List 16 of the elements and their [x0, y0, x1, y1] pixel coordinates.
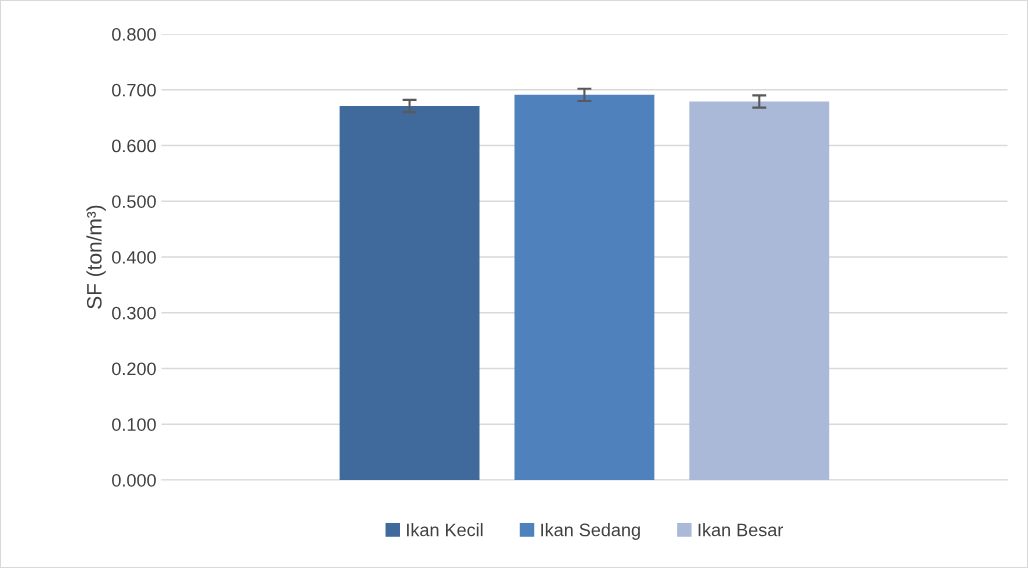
bar [514, 94, 655, 480]
bar [689, 101, 830, 480]
y-tick-label: 0.200 [112, 362, 156, 376]
y-axis-title: SF (ton/m³) [86, 205, 106, 309]
legend-label: Ikan Sedang [541, 523, 640, 540]
y-tick-label: 0.500 [112, 195, 156, 209]
y-tick-label: 0.800 [112, 28, 156, 41]
y-tick-label: 0.600 [112, 139, 156, 153]
y-tick-label: 0.700 [112, 83, 156, 97]
y-tick-label: 0.400 [112, 250, 156, 264]
bar [339, 105, 480, 480]
y-tick-label: 0.300 [112, 306, 156, 320]
legend-label: Ikan Kecil [407, 523, 483, 537]
y-tick-label: 0.000 [112, 473, 156, 487]
legend-label: Ikan Besar [698, 523, 784, 537]
y-tick-label: 0.100 [112, 418, 156, 431]
